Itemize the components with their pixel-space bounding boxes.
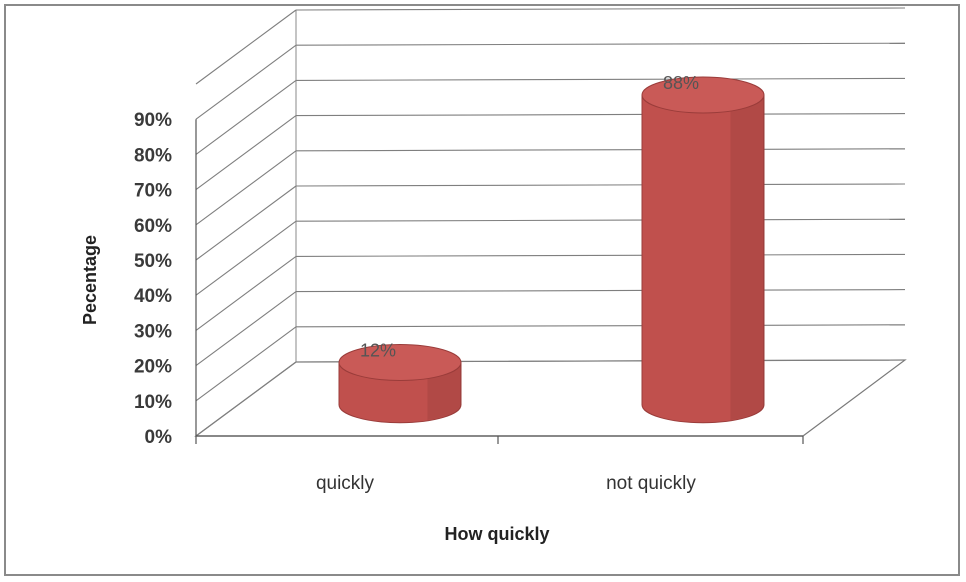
gridline-back [295,324,906,328]
gridlines [195,7,906,444]
gridline-back [295,7,906,11]
y-tick-label: 20% [134,357,172,378]
data-label: 12% [360,340,396,360]
floor [194,359,907,437]
gridline-back [295,113,906,117]
bar-1 [338,343,462,424]
gridline-side [195,150,297,226]
gridline-back [295,77,906,81]
bars [338,76,765,424]
gridline-side [195,220,297,296]
gridline-side [195,44,297,120]
data-label: 88% [663,73,699,93]
y-tick-label: 90% [134,110,172,131]
y-tick-label: 50% [134,251,172,272]
x-axis-title: How quickly [444,524,549,544]
gridline-back [295,218,906,222]
y-tick-label: 80% [134,145,172,166]
y-tick-label: 10% [134,392,172,413]
data-labels: 12% 88% [360,73,699,361]
y-tick-label: 70% [134,181,172,202]
gridline-side [195,79,297,155]
chart-walls [194,10,907,437]
gridline-side [195,361,297,437]
gridline-back [295,42,906,46]
gridline-side [195,255,297,331]
gridline-side [195,291,297,367]
y-tick-label: 0% [145,427,173,448]
gridline-side [195,326,297,402]
gridline-back [295,289,906,293]
y-axis-title: Pecentage [80,235,100,325]
y-tick-labels: 0% 10% 20% 30% 40% 50% 60% 70% 80% 90% [134,110,172,448]
bar-shade [730,94,764,420]
bar-body [641,94,765,424]
gridline-back [295,183,906,187]
y-tick-label: 60% [134,216,172,237]
x-tick-labels: quickly not quickly [316,473,696,494]
gridline-side [195,115,297,191]
gridline-side [195,9,297,85]
y-tick-label: 30% [134,321,172,342]
x-tick-label: quickly [316,473,375,494]
gridline-back [295,148,906,152]
x-tick-label: not quickly [606,473,696,494]
y-tick-label: 40% [134,286,172,307]
bar-2 [641,76,765,424]
gridline-side [195,185,297,261]
gridline-back [295,253,906,257]
bar-top [641,76,765,114]
bar-top [338,343,462,381]
